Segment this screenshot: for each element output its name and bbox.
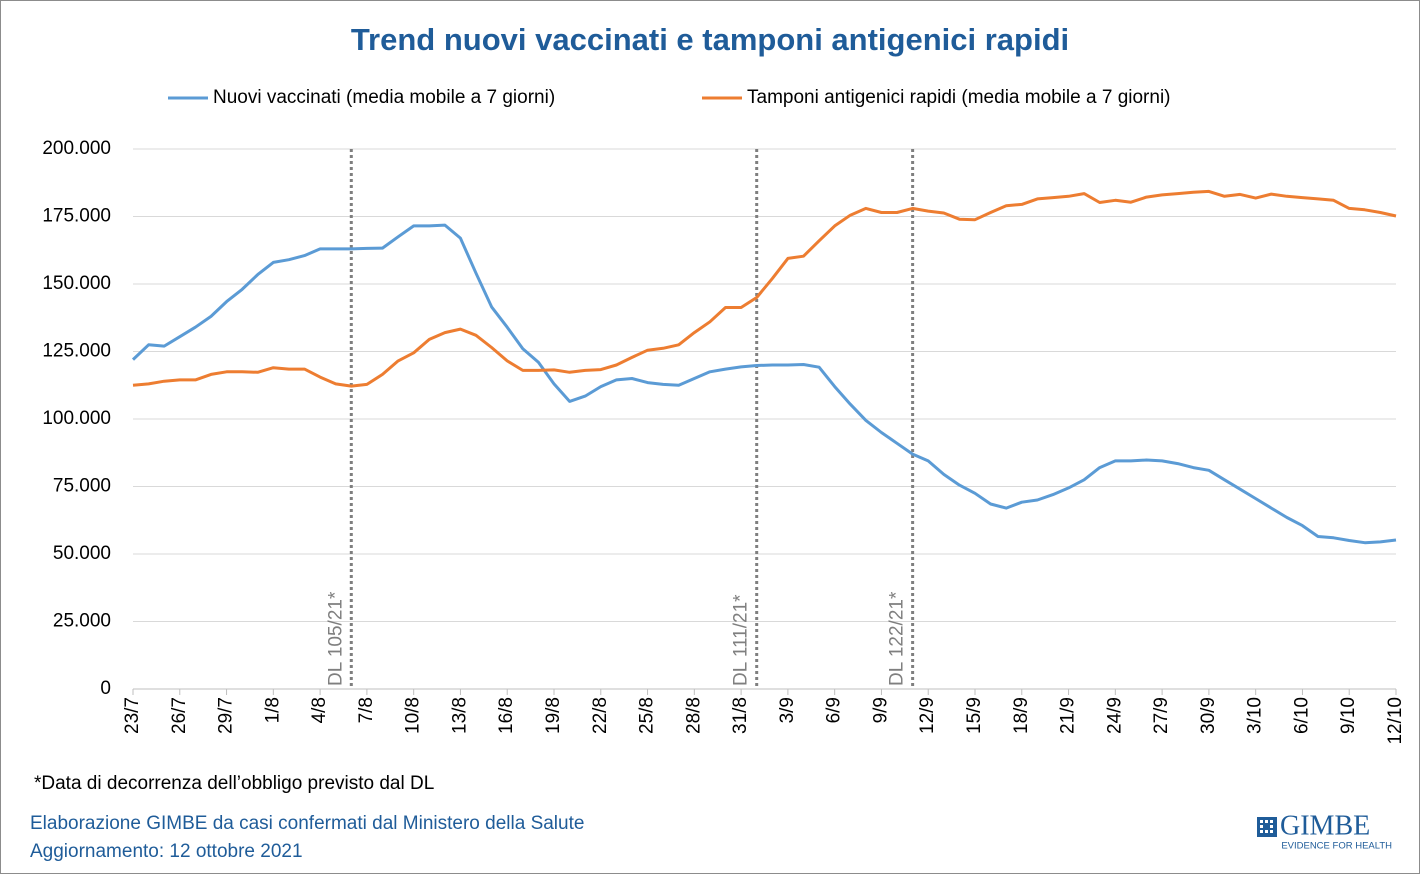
x-tick-label: 15/9	[964, 697, 985, 734]
y-tick-label: 175.000	[42, 206, 111, 227]
x-tick-label: 12/9	[917, 697, 938, 734]
series-line	[131, 223, 1397, 545]
x-tick-label: 9/10	[1338, 697, 1359, 734]
y-tick-label: 200.000	[42, 138, 111, 159]
x-tick-label: 6/9	[824, 697, 845, 723]
y-tick-label: 150.000	[42, 273, 111, 294]
x-tick-label: 1/8	[262, 697, 283, 723]
x-tick-label: 31/8	[730, 697, 751, 734]
series-line	[132, 189, 1397, 388]
annotation-label: DL 105/21*	[325, 591, 346, 686]
x-tick-label: 19/8	[543, 697, 564, 734]
y-tick-label: 50.000	[53, 543, 111, 564]
annotation-label: DL 122/21*	[887, 591, 908, 686]
chart-title: Trend nuovi vaccinati e tamponi antigeni…	[351, 22, 1069, 57]
x-tick-label: 3/10	[1245, 697, 1266, 734]
tagline: EVIDENCE FOR HEALTH	[1281, 841, 1392, 852]
annotation-label: DL 111/21*	[731, 594, 752, 686]
footnote: *Data di decorrenza dell’obbligo previst…	[34, 773, 434, 794]
y-tick-label: 100.000	[42, 408, 111, 429]
x-tick-label: 21/9	[1058, 697, 1079, 734]
x-tick-label: 29/7	[216, 697, 237, 734]
logo-icon	[1257, 817, 1277, 837]
y-tick-label: 0	[100, 678, 111, 699]
x-tick-label: 7/8	[356, 697, 377, 723]
x-tick-label: 18/9	[1011, 697, 1032, 734]
y-tick-label: 75.000	[53, 476, 111, 497]
x-tick-label: 16/8	[496, 697, 517, 734]
x-tick-label: 10/8	[403, 697, 424, 734]
x-tick-label: 12/10	[1385, 697, 1406, 745]
updated: Aggiornamento: 12 ottobre 2021	[30, 841, 303, 862]
x-tick-label: 30/9	[1198, 697, 1219, 734]
x-tick-label: 6/10	[1291, 697, 1312, 734]
x-tick-label: 25/8	[637, 697, 658, 734]
legend-label: Nuovi vaccinati (media mobile a 7 giorni…	[213, 87, 555, 108]
source: Elaborazione GIMBE da casi confermati da…	[30, 813, 584, 834]
x-tick-label: 27/9	[1151, 697, 1172, 734]
x-tick-label: 9/9	[870, 697, 891, 723]
y-tick-label: 25.000	[53, 611, 111, 632]
x-tick-label: 28/8	[683, 697, 704, 734]
x-tick-label: 3/9	[777, 697, 798, 723]
y-tick-label: 125.000	[42, 341, 111, 362]
x-tick-label: 4/8	[309, 697, 330, 723]
logo: GIMBE	[1280, 810, 1370, 841]
legend-label: Tamponi antigenici rapidi (media mobile …	[747, 87, 1171, 108]
x-tick-label: 26/7	[169, 697, 190, 734]
x-tick-label: 23/7	[122, 697, 143, 734]
x-tick-label: 13/8	[449, 697, 470, 734]
x-tick-label: 22/8	[590, 697, 611, 734]
x-tick-label: 24/9	[1104, 697, 1125, 734]
